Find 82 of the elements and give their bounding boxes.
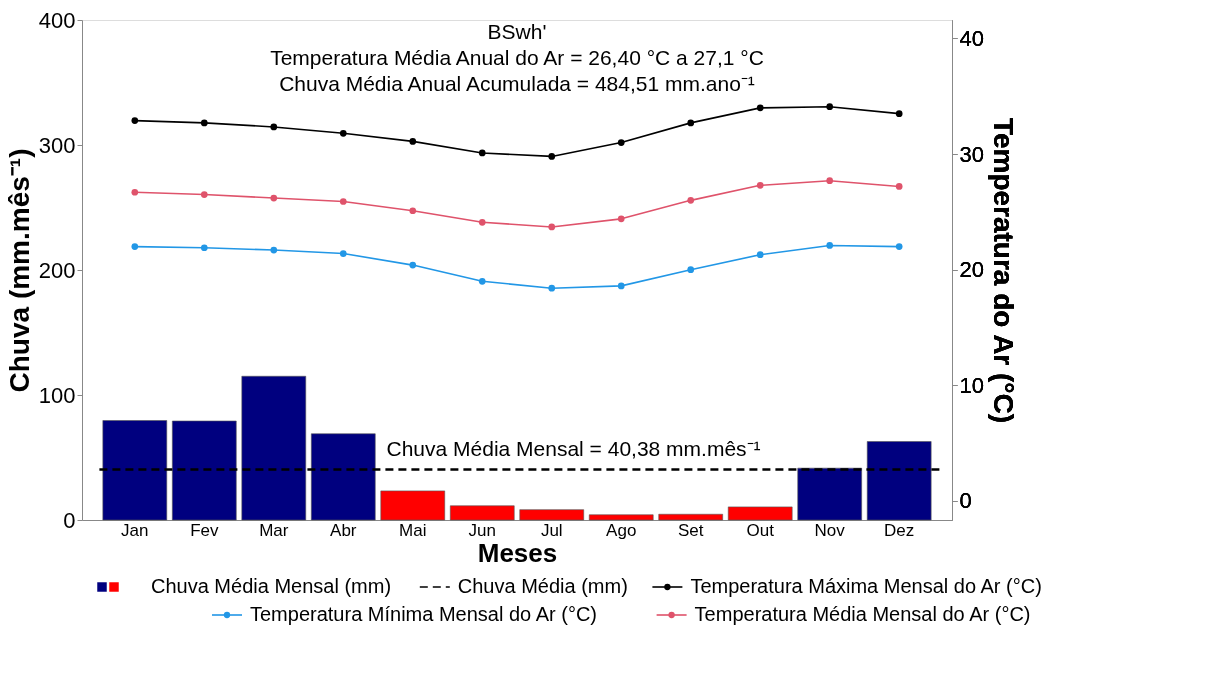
bar [449, 505, 515, 521]
x-tick-label: Jan [121, 520, 149, 540]
point [200, 119, 208, 127]
y-tick-label: 100 [38, 382, 76, 408]
point [756, 251, 764, 259]
bar [588, 514, 654, 521]
point [548, 223, 556, 231]
annotation: Temperatura Média Anual do Ar = 26,40 °C a 27,1 °C [270, 46, 764, 69]
point [548, 153, 556, 160]
point [895, 110, 903, 117]
legend-label: Temperatura Máxima Mensal do Ar (°C) [690, 575, 1042, 597]
point [687, 197, 695, 204]
point [270, 123, 278, 131]
y2-tick-label: 20 [959, 257, 984, 283]
point [617, 215, 625, 223]
point [409, 207, 417, 215]
legend-label: Temperatura Média Mensal do Ar (°C) [694, 603, 1031, 625]
x-tick-label: Out [746, 520, 775, 540]
point [756, 104, 764, 112]
point [131, 188, 139, 196]
point [339, 129, 347, 137]
annotation: Chuva Média Mensal = 40,38 mm.mês⁻¹ [386, 436, 761, 460]
legend-label: Chuva Média (mm) [457, 575, 628, 597]
bar [380, 490, 446, 521]
point [826, 242, 834, 249]
point [200, 244, 208, 252]
x-tick-label: Nov [814, 520, 846, 540]
legend-label: Chuva Média Mensal (mm) [151, 575, 392, 597]
annotation: Chuva Média Anual Acumulada = 484,51 mm.ano⁻¹ [279, 72, 755, 95]
bar [311, 433, 376, 521]
y2-tick-label: 40 [959, 26, 984, 51]
point [687, 266, 695, 274]
point [617, 139, 625, 146]
point [131, 243, 139, 250]
point [895, 183, 903, 190]
legend-label: Temperatura Mínima Mensal do Ar (°C) [250, 603, 598, 625]
bar [102, 420, 168, 521]
point [617, 282, 625, 290]
x-tick-label: Jun [468, 520, 496, 540]
y2-axis-title: Temperatura do Ar (°C) [987, 117, 1019, 424]
point [200, 191, 208, 198]
point [131, 117, 139, 124]
point [478, 149, 486, 157]
bar [519, 509, 585, 521]
x-tick-label: Fev [190, 520, 219, 540]
y2-tick-label: 10 [959, 372, 984, 398]
x-tick-label: Dez [884, 520, 915, 540]
x-tick-label: Ago [606, 520, 637, 540]
bar [241, 375, 307, 521]
bar [658, 513, 723, 521]
y-tick-label: 0 [63, 507, 76, 533]
y-axis-title: Chuva (mm.mês⁻¹) [3, 148, 35, 393]
bar [797, 467, 862, 521]
point [409, 261, 417, 269]
point [478, 277, 486, 285]
point [270, 246, 278, 254]
x-axis-title: Meses [477, 537, 558, 568]
x-tick-label: Abr [330, 520, 357, 540]
point [895, 243, 903, 250]
y-tick-label: 200 [38, 257, 76, 283]
point [409, 138, 417, 145]
y2-tick-label: 0 [959, 488, 972, 514]
y2-tick-label: 30 [959, 141, 984, 167]
point [339, 250, 347, 257]
x-tick-label: Mai [399, 520, 427, 540]
y-tick-label: 400 [38, 7, 76, 33]
x-tick-label: Set [677, 520, 704, 540]
bar [172, 420, 237, 521]
bar [866, 441, 932, 521]
point [548, 284, 556, 292]
point [339, 198, 347, 205]
bar [727, 506, 793, 521]
point [687, 119, 695, 127]
annotation: BSwh' [487, 20, 547, 43]
point [270, 194, 278, 202]
point [478, 218, 486, 226]
point [826, 103, 834, 111]
point [756, 181, 764, 189]
point [826, 177, 834, 185]
x-tick-label: Mar [259, 520, 289, 540]
x-tick-label: Jul [540, 520, 563, 540]
y-tick-label: 300 [38, 132, 76, 158]
